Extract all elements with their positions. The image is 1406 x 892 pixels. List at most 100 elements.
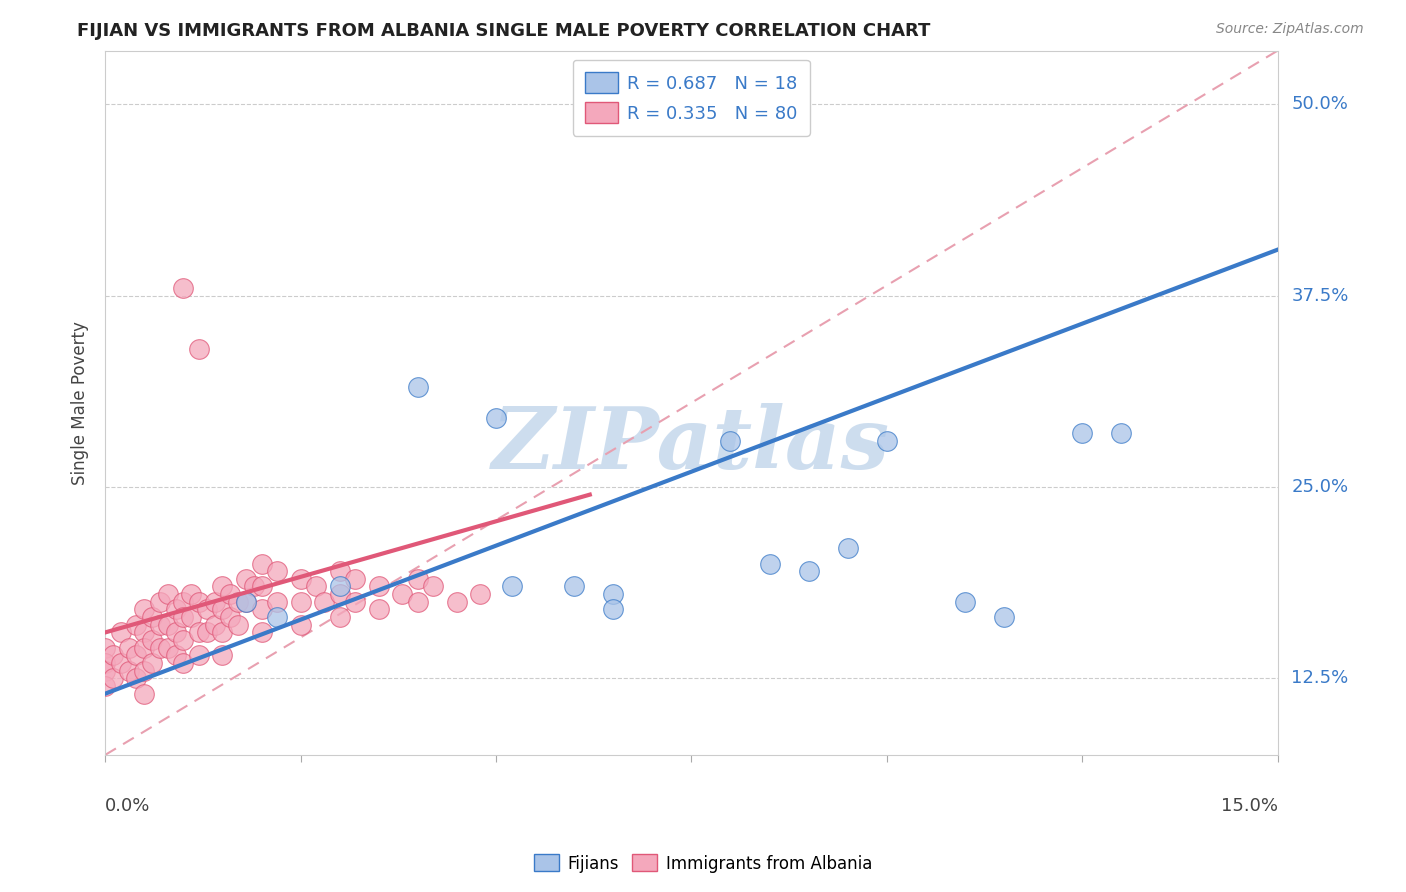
Point (485, 411, 508, 425)
Point (993, 610, 1015, 624)
Point (188, 648, 211, 663)
Point (94, 640, 117, 655)
Point (329, 587, 352, 601)
Point (195, 625, 218, 640)
Point (344, 595, 367, 609)
Point (156, 640, 179, 655)
Point (329, 564, 352, 578)
Point (195, 602, 218, 616)
Point (470, 587, 492, 601)
Point (172, 595, 194, 609)
Text: FIJIAN VS IMMIGRANTS FROM ALBANIA SINGLE MALE POVERTY CORRELATION CHART: FIJIAN VS IMMIGRANTS FROM ALBANIA SINGLE… (77, 22, 931, 40)
Text: Source: ZipAtlas.com: Source: ZipAtlas.com (1216, 22, 1364, 37)
Point (422, 580, 444, 594)
Point (134, 640, 156, 655)
Point (134, 687, 156, 701)
Point (226, 595, 249, 609)
Text: 0.0%: 0.0% (105, 797, 150, 814)
Point (188, 595, 211, 609)
Point (226, 617, 249, 632)
Point (204, 595, 226, 609)
Point (391, 587, 413, 601)
Point (837, 541, 859, 556)
Point (758, 557, 780, 571)
Point (406, 595, 429, 609)
Point (602, 602, 624, 616)
Point (720, 434, 742, 448)
Point (211, 602, 233, 616)
Point (156, 617, 179, 632)
Point (180, 587, 202, 601)
Point (94, 656, 117, 670)
Point (141, 633, 163, 648)
Point (149, 640, 172, 655)
Point (211, 648, 233, 663)
Y-axis label: Single Male Poverty: Single Male Poverty (72, 321, 89, 484)
Point (134, 602, 156, 616)
Point (125, 648, 148, 663)
Point (406, 572, 429, 586)
Point (101, 671, 124, 685)
Point (367, 602, 389, 616)
Point (290, 595, 312, 609)
Point (266, 595, 288, 609)
Legend: R = 0.687   N = 18, R = 0.335   N = 80: R = 0.687 N = 18, R = 0.335 N = 80 (572, 60, 810, 136)
Point (367, 580, 389, 594)
Point (172, 281, 194, 295)
Point (290, 617, 312, 632)
Point (125, 617, 148, 632)
Point (406, 380, 429, 394)
Point (141, 656, 163, 670)
Point (446, 595, 468, 609)
Point (290, 572, 312, 586)
Point (219, 610, 242, 624)
Text: 15.0%: 15.0% (1220, 797, 1278, 814)
Point (250, 557, 273, 571)
Point (149, 617, 172, 632)
Point (235, 595, 257, 609)
Point (501, 580, 523, 594)
Point (118, 640, 141, 655)
Point (94, 664, 117, 678)
Text: 25.0%: 25.0% (1292, 478, 1348, 496)
Point (149, 595, 172, 609)
Point (602, 587, 624, 601)
Point (250, 625, 273, 640)
Text: 12.5%: 12.5% (1292, 669, 1348, 688)
Text: 37.5%: 37.5% (1292, 286, 1348, 305)
Text: 50.0%: 50.0% (1292, 95, 1348, 113)
Point (305, 580, 328, 594)
Point (172, 656, 194, 670)
Point (266, 610, 288, 624)
Point (312, 595, 335, 609)
Point (110, 656, 132, 670)
Point (172, 610, 194, 624)
Point (562, 580, 585, 594)
Point (266, 564, 288, 578)
Point (250, 580, 273, 594)
Point (134, 625, 156, 640)
Point (211, 625, 233, 640)
Point (94, 679, 117, 693)
Point (242, 580, 264, 594)
Point (329, 580, 352, 594)
Point (141, 610, 163, 624)
Point (250, 602, 273, 616)
Point (953, 595, 976, 609)
Point (172, 633, 194, 648)
Point (797, 564, 820, 578)
Point (125, 671, 148, 685)
Point (211, 580, 233, 594)
Point (165, 602, 187, 616)
Point (204, 617, 226, 632)
Point (180, 610, 202, 624)
Point (156, 587, 179, 601)
Point (188, 342, 211, 356)
Point (876, 434, 898, 448)
Point (344, 572, 367, 586)
Point (219, 587, 242, 601)
Point (235, 595, 257, 609)
Point (1071, 426, 1094, 441)
Point (110, 625, 132, 640)
Legend: Fijians, Immigrants from Albania: Fijians, Immigrants from Albania (527, 847, 879, 880)
